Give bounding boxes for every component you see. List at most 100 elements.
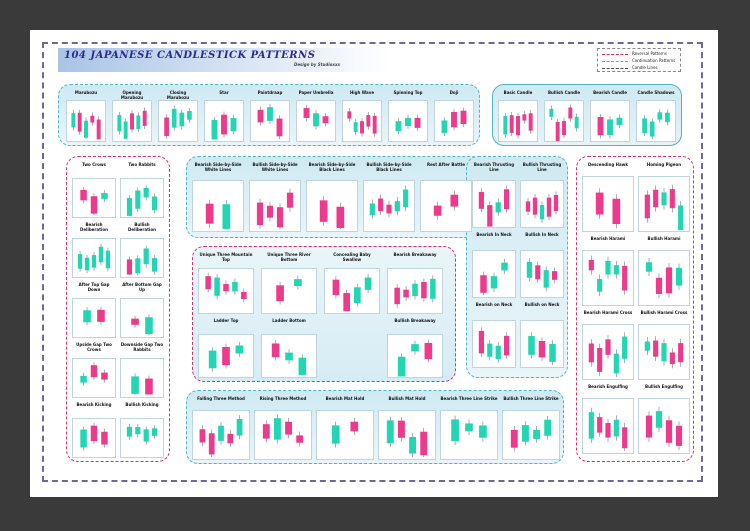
bearish-candle [433,205,442,216]
bullish-candle [487,343,493,357]
bullish-candle [397,356,406,377]
pattern-bullish-harami-cross: Bullish Harami Cross [638,310,690,380]
bullish-candle [605,260,611,275]
pattern-label: Bullish Mat Hold [388,396,426,401]
candlestick-illustration [369,185,409,219]
pattern-bullish-on-neck: Bullish on Neck [520,302,564,368]
bullish-candle [451,419,459,442]
bearish-candle [675,425,683,446]
bearish-candle [96,119,101,140]
bearish-candle [276,118,283,137]
pattern-bullish-mat-hold: Bullish Mat Hold [378,396,436,460]
bullish-candle [143,429,149,442]
left-reversal-group [66,156,170,462]
bearish-candle [130,113,134,130]
bearish-candle [653,340,659,357]
bullish-candle [495,345,501,360]
pattern-opening-marubozu: Opening Marubozu [112,90,152,142]
bullish-candle [236,418,243,436]
bullish-candle [395,121,402,132]
candlestick-illustration [80,186,108,216]
bearish-candle [397,420,405,438]
bullish-candle [313,113,319,127]
pattern-bullish-in-neck: Bullish In Neck [520,232,564,298]
pattern-chart [342,100,382,142]
bearish-candle [266,205,274,218]
pattern-label: Bearish Deliberation [80,222,108,232]
pattern-chart [387,268,443,314]
bearish-candle [241,291,247,300]
pattern-chart [324,268,380,314]
pattern-label: Opening Marubozu [120,90,144,100]
bullish-candle [145,317,153,335]
pattern-chart [192,180,244,232]
bearish-candle [332,279,340,296]
pattern-chart [120,298,164,338]
candlestick-illustration [331,417,359,448]
bullish-candle [80,375,87,383]
bullish-candle [597,278,603,292]
bearish-candle [199,429,206,443]
bearish-candle [645,415,653,438]
pattern-concealing-baby-swallow: Concealing Baby Swallow [324,252,380,314]
bearish-candle [343,293,350,312]
pattern-chart [120,238,164,278]
bearish-candle [655,277,663,294]
bearish-candle [553,195,559,211]
pattern-rest-after-battle: Rest After Battle [420,162,472,232]
bearish-candle [597,417,603,433]
legend-reversal: Reversal Patterns [602,51,680,57]
bullish-candle [661,343,667,362]
pattern-bullish-deliberation: Bullish Deliberation [120,222,164,278]
pattern-chart [72,358,116,398]
bullish-candle [678,205,684,231]
bearish-candle [221,114,227,135]
pattern-marubozu: Marubozu [66,90,106,142]
legend-candle-lines-line [602,68,628,69]
candlestick-illustration [199,415,243,458]
pattern-bearish-deliberation: Bearish Deliberation [72,222,116,278]
bearish-candle [77,112,82,132]
bearish-candle [669,352,675,364]
pattern-bearish-harami: Bearish Harami [582,236,634,306]
pattern-label: Star [219,90,229,95]
pattern-chart [363,180,415,232]
pattern-label: Bullish Engulfing [645,384,683,389]
candlestick-illustration [205,272,247,303]
bearish-candle [622,427,628,449]
candlestick-illustration [525,191,559,223]
bearish-candle [205,276,211,290]
pattern-label: Rest After Battle [427,162,465,167]
bearish-candle [588,343,594,363]
legend-continuation: Continuation Patterns [602,58,680,64]
candlestick-illustration [588,407,628,451]
bearish-candle [90,196,98,214]
bearish-candle [394,287,400,305]
legend-reversal-label: Reversal Patterns [632,51,667,56]
bullish-candle [549,108,554,117]
pattern-chart [72,238,116,278]
pattern-bearish-side-by-side-black-lines: Bearish Side-by-Side Black Lines [306,162,358,232]
pattern-chart [582,398,634,454]
bearish-candle [142,110,147,126]
bearish-candle [595,192,604,215]
candlestick-illustration [588,332,628,377]
bearish-candle [262,424,270,439]
bearish-candle [605,423,611,438]
pattern-bullish-side-by-side-white-lines: Bullish Side-by-Side White Lines [249,162,301,232]
bullish-candle [353,122,358,133]
bullish-candle [369,203,375,215]
bullish-candle [135,427,141,435]
pattern-chart [520,250,564,298]
pattern-chart [120,418,164,458]
bullish-candle [528,336,535,355]
pattern-chart [520,320,564,368]
bearish-candle [588,259,594,271]
pattern-label: Basic Candle [503,90,533,95]
pattern-bearish-on-neck: Bearish on Neck [472,302,516,368]
pattern-bullish-harami: Bullish Harami [638,236,690,306]
pattern-bullish-side-by-side-black-lines: Bullish Side-by-Side Black Lines [363,162,415,232]
bullish-candle [211,119,218,140]
pattern-bullish-engulfing: Bullish Engulfing [638,384,690,454]
bullish-candle [135,190,141,209]
